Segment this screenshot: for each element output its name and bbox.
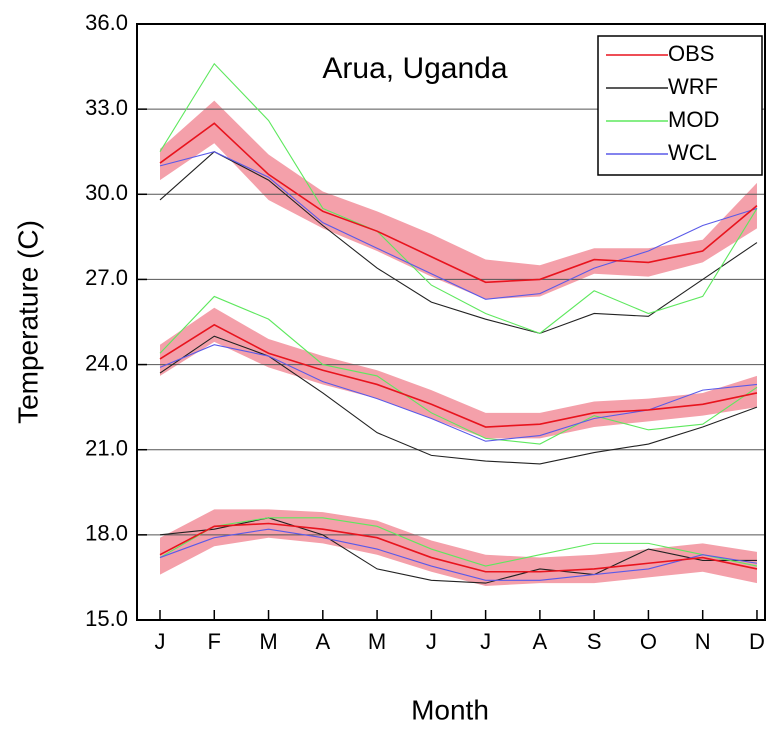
series-line xyxy=(159,344,758,442)
x-tick-label: M xyxy=(259,629,277,654)
obs-band xyxy=(160,100,757,300)
x-tick-label: O xyxy=(640,629,657,654)
legend-label: WCL xyxy=(668,140,717,165)
x-tick-label: F xyxy=(208,629,221,654)
y-tick-label: 24.0 xyxy=(85,350,128,375)
series-line xyxy=(159,122,758,284)
series-line xyxy=(159,522,758,573)
series-line xyxy=(159,62,758,334)
x-tick-label: J xyxy=(155,629,166,654)
y-tick-label: 15.0 xyxy=(85,606,128,631)
obs-band xyxy=(160,307,757,439)
series-line xyxy=(159,323,758,428)
y-tick-label: 36.0 xyxy=(85,10,128,35)
legend-label: OBS xyxy=(668,41,714,66)
series-line xyxy=(159,528,758,581)
x-tick-label: M xyxy=(368,629,386,654)
y-tick-label: 18.0 xyxy=(85,521,128,546)
legend-label: MOD xyxy=(668,107,719,132)
x-axis-label: Month xyxy=(411,694,489,725)
y-tick-label: 30.0 xyxy=(85,180,128,205)
x-tick-label: N xyxy=(695,629,711,654)
y-tick-label: 33.0 xyxy=(85,95,128,120)
series-line xyxy=(159,151,758,300)
y-axis-label: Temperature (C) xyxy=(12,220,43,424)
legend-label: WRF xyxy=(668,74,718,99)
legend-box xyxy=(597,35,763,176)
x-tick-label: A xyxy=(533,629,548,654)
annotation: Arua, Uganda xyxy=(322,52,507,85)
x-tick-label: S xyxy=(587,629,602,654)
x-tick-label: J xyxy=(426,629,437,654)
x-tick-label: A xyxy=(315,629,330,654)
y-tick-label: 27.0 xyxy=(85,265,128,290)
plot-frame xyxy=(136,23,766,621)
series-line xyxy=(159,295,758,445)
x-tick-label: J xyxy=(480,629,491,654)
x-tick-label: D xyxy=(749,629,765,654)
series-line xyxy=(159,517,758,567)
y-tick-label: 21.0 xyxy=(85,436,128,461)
series-line xyxy=(159,335,758,465)
